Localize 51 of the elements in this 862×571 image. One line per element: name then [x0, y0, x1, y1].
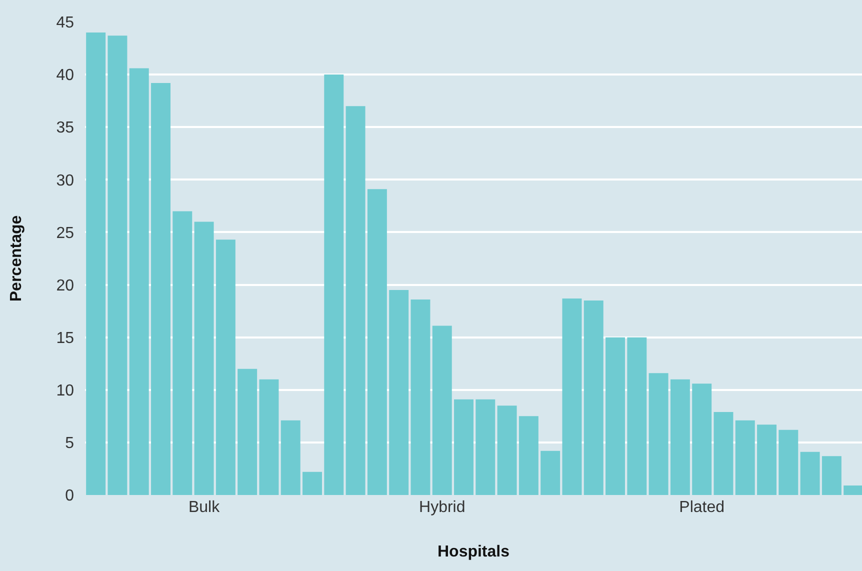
bar — [627, 337, 647, 495]
bar — [800, 452, 820, 495]
bar — [778, 430, 798, 495]
y-tick-label: 15 — [56, 330, 74, 347]
bar — [757, 424, 777, 495]
bar — [108, 36, 128, 495]
y-tick-label: 45 — [56, 14, 74, 32]
bar — [432, 326, 452, 495]
bar — [129, 68, 149, 495]
bar — [670, 379, 690, 495]
bar — [606, 337, 625, 495]
bar — [194, 222, 214, 495]
bar — [692, 384, 712, 495]
bar — [476, 399, 496, 495]
y-axis-title: Percentage — [8, 215, 26, 302]
bar — [410, 299, 430, 495]
bar — [540, 450, 560, 495]
x-tick-label: Bulk — [188, 499, 221, 516]
bar — [346, 106, 366, 495]
bar — [86, 32, 106, 495]
bar — [497, 406, 517, 495]
y-tick-label: 10 — [56, 382, 74, 400]
y-tick-label: 25 — [56, 224, 74, 242]
bar — [259, 379, 279, 495]
bar — [280, 420, 300, 495]
y-tick-label: 20 — [56, 277, 74, 294]
bar — [648, 373, 668, 495]
x-axis-title: Hospitals — [437, 544, 510, 561]
bar — [454, 399, 474, 495]
bar — [562, 298, 582, 495]
bar — [844, 486, 862, 495]
bar — [172, 211, 192, 495]
bar — [324, 74, 344, 495]
y-tick-label: 35 — [56, 120, 74, 137]
bar — [389, 290, 409, 495]
bar — [367, 189, 387, 495]
y-tick-label: 5 — [65, 435, 74, 452]
x-tick-label: Plated — [679, 499, 725, 516]
bar — [302, 472, 322, 495]
y-tick-label: 30 — [56, 172, 74, 190]
bar — [735, 420, 755, 495]
x-tick-label: Hybrid — [419, 499, 466, 516]
bar — [216, 240, 236, 495]
y-tick-label: 0 — [65, 488, 74, 505]
bar — [714, 412, 734, 495]
bar — [822, 456, 842, 495]
bar — [151, 82, 170, 495]
bar — [518, 416, 538, 495]
bar — [238, 368, 258, 495]
y-tick-label: 40 — [56, 67, 74, 84]
bar — [584, 300, 604, 495]
